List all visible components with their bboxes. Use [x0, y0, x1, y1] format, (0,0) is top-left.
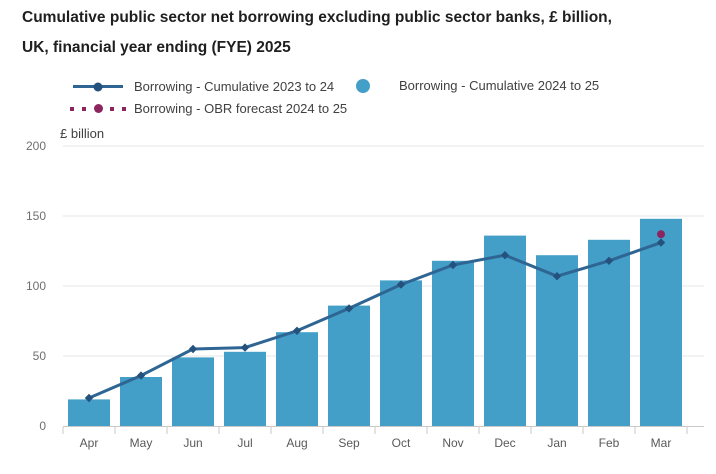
bar-jun	[172, 357, 214, 426]
bar-may	[120, 377, 162, 426]
x-axis-tick-label: May	[130, 436, 153, 450]
bar-feb	[588, 239, 630, 426]
line-marker-jun	[188, 344, 198, 354]
legend-label: Borrowing - Cumulative 2024 to 25	[399, 78, 600, 93]
obr-forecast-point	[657, 230, 665, 239]
bar-apr	[68, 399, 110, 426]
legend-item-obr-forecast: Borrowing - OBR forecast 2024 to 25	[70, 101, 347, 116]
legend-item-cumulative-2024-25: Borrowing - Cumulative 2024 to 25	[356, 78, 599, 93]
x-axis-tick-label: Feb	[599, 436, 620, 450]
y-axis-tick-label: 200	[26, 139, 46, 153]
bar-aug	[276, 332, 318, 426]
x-axis-tick-label: Apr	[80, 436, 99, 450]
line-series-swatch-icon	[70, 82, 126, 91]
line-marker-feb	[604, 256, 614, 265]
x-axis-tick-label: Oct	[392, 436, 411, 450]
line-marker-jan	[552, 272, 562, 281]
bar-oct	[380, 280, 422, 426]
legend-item-cumulative-2023-24: Borrowing - Cumulative 2023 to 24	[70, 79, 334, 94]
line-marker-may	[136, 371, 146, 380]
line-marker-aug	[292, 326, 302, 335]
x-axis-tick-label: Jul	[237, 436, 252, 450]
line-series-2023-24	[87, 241, 663, 400]
bar-nov	[432, 260, 474, 426]
x-axis-tick-label: Aug	[286, 436, 307, 450]
line-marker-sep	[344, 304, 354, 313]
x-axis-tick-label: Nov	[442, 436, 463, 450]
obr-forecast-swatch-icon	[70, 104, 126, 113]
bar-jul	[224, 351, 266, 426]
x-axis-tick-label: Dec	[494, 436, 515, 450]
line-marker-dec	[500, 251, 510, 260]
bar-series-swatch-icon	[356, 78, 370, 93]
y-axis-tick-label: 50	[33, 349, 47, 363]
bar-jan	[536, 255, 578, 426]
x-axis-tick-label: Jan	[547, 436, 566, 450]
chart-title: Cumulative public sector net borrowing e…	[22, 9, 612, 56]
legend-label: Borrowing - Cumulative 2023 to 24	[134, 79, 335, 94]
x-axis-tick-label: Jun	[183, 436, 202, 450]
line-marker-apr	[84, 393, 94, 403]
y-axis-tick-label: 100	[26, 279, 46, 293]
line-marker-oct	[396, 280, 406, 289]
y-axis-unit-label: £ billion	[60, 126, 105, 141]
legend-label: Borrowing - OBR forecast 2024 to 25	[134, 101, 348, 116]
x-axis-tick-label: Mar	[651, 436, 672, 450]
line-marker-nov	[448, 260, 458, 270]
bar-mar	[640, 218, 682, 426]
y-axis-tick-label: 150	[26, 209, 46, 223]
y-axis-tick-label: 0	[39, 419, 46, 433]
bar-dec	[484, 235, 526, 426]
x-axis-tick-label: Sep	[338, 436, 360, 450]
bar-sep	[328, 305, 370, 426]
line-marker-mar	[656, 238, 666, 247]
line-marker-jul	[240, 343, 250, 352]
